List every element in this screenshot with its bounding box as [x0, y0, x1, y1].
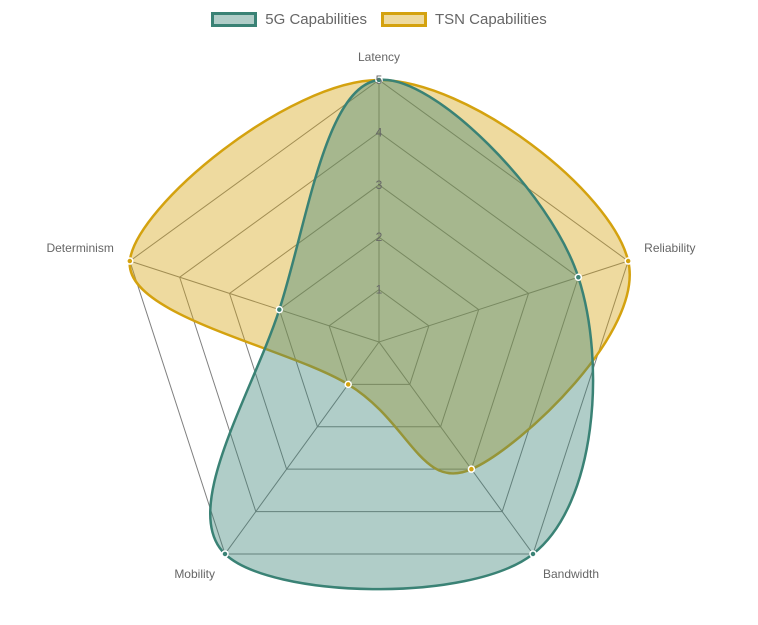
series-area	[128, 78, 631, 475]
tick-label: 4	[376, 125, 383, 139]
series-area	[208, 78, 595, 591]
legend-label-5g: 5G Capabilities	[265, 10, 367, 28]
legend-swatch-tsn	[381, 11, 427, 27]
data-point	[344, 380, 352, 389]
tick-label: 2	[376, 230, 383, 244]
legend-swatch-5g	[211, 11, 258, 27]
grid-spoke	[378, 260, 629, 343]
axis-label: Bandwidth	[543, 567, 599, 581]
data-point	[221, 550, 229, 558]
axis-label: Latency	[358, 50, 400, 64]
tick-label: 1	[376, 283, 383, 297]
grid-ring	[228, 184, 530, 470]
grid-ring	[179, 131, 579, 513]
grid-ring	[129, 79, 629, 555]
tick-label: 5	[376, 73, 383, 87]
data-point	[467, 465, 476, 473]
axis-label: Mobility	[174, 567, 215, 581]
data-point	[529, 550, 537, 558]
grid-ring	[328, 288, 430, 385]
chart-legend: 5G Capabilities TSN Capabilities	[0, 8, 758, 30]
grid-spoke	[224, 341, 380, 555]
grid-spoke	[129, 260, 380, 343]
tick-label: 3	[376, 178, 383, 192]
data-point	[624, 257, 632, 265]
axis-label: Determinism	[46, 241, 113, 255]
data-point	[275, 305, 284, 314]
data-point	[574, 273, 583, 281]
legend-item-tsn[interactable]: TSN Capabilities	[381, 11, 547, 28]
legend-item-5g[interactable]: 5G Capabilities	[211, 11, 367, 28]
axis-label: Reliability	[644, 241, 695, 255]
data-point	[375, 76, 383, 84]
grid-spoke	[378, 341, 534, 555]
legend-label-tsn: TSN Capabilities	[435, 10, 547, 28]
data-point	[126, 257, 134, 265]
grid-ring	[278, 236, 480, 428]
